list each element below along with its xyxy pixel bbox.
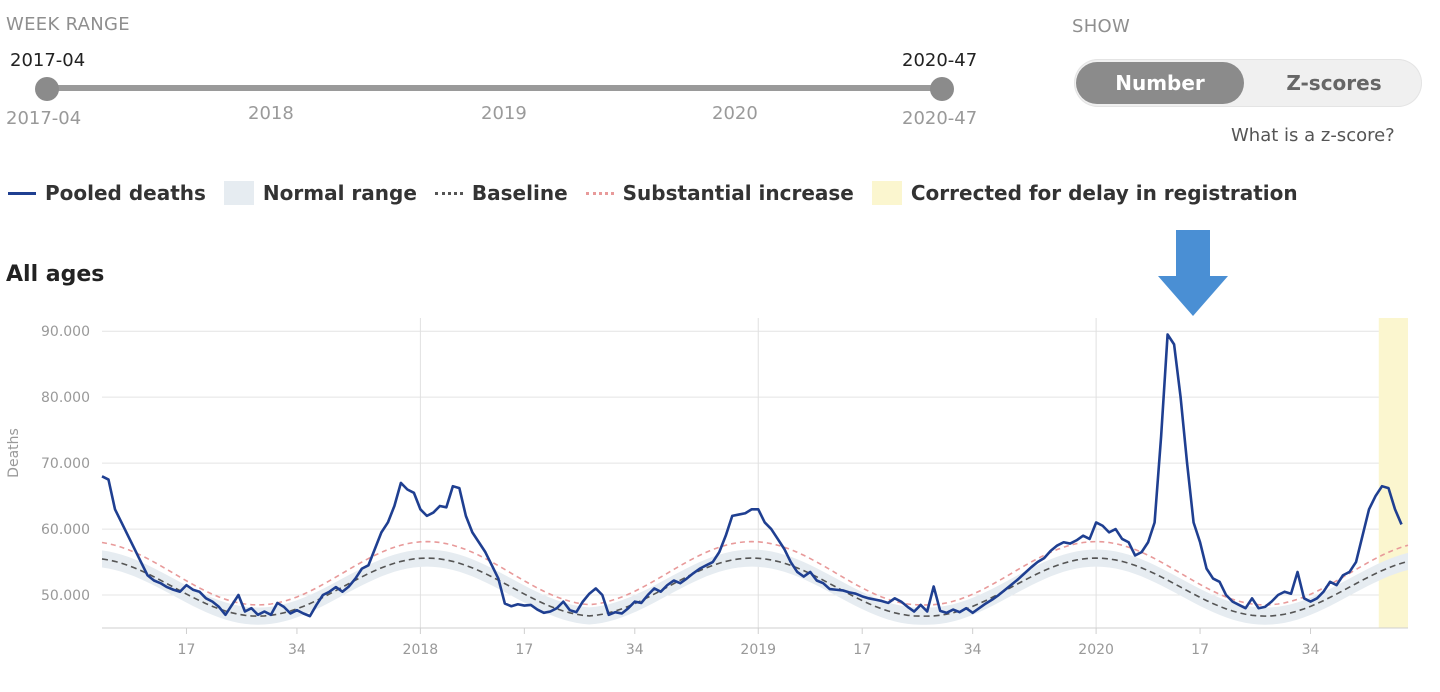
- x-tick-label: 34: [626, 642, 644, 658]
- show-toggle: Number Z-scores: [1074, 59, 1422, 107]
- down-arrow-icon: [1158, 230, 1228, 316]
- substantial-increase-line: [101, 540, 1409, 606]
- x-tick-label: 2019: [740, 642, 776, 658]
- legend-item-baseline[interactable]: Baseline: [434, 181, 568, 205]
- chart-axes: 50.000 60.000 70.000 80.000 90.000 17 34 2018 17…: [6, 324, 1408, 658]
- number-toggle-button[interactable]: Number: [1076, 62, 1244, 104]
- range-year-tick: 2020: [712, 103, 758, 124]
- legend-item-pooled-deaths[interactable]: Pooled deaths: [8, 181, 206, 205]
- week-range-track[interactable]: [44, 85, 944, 91]
- x-tick-label: 17: [178, 642, 196, 658]
- chart-lines: [101, 333, 1409, 618]
- legend-item-corrected-delay[interactable]: Corrected for delay in registration: [871, 181, 1298, 205]
- x-tick-label: 34: [964, 642, 982, 658]
- legend-label: Pooled deaths: [45, 181, 206, 205]
- deaths-chart: 50.000 60.000 70.000 80.000 90.000 17 34 2018 17…: [6, 318, 1409, 658]
- substantial-increase-swatch: [585, 191, 614, 195]
- x-tick-label: 17: [1191, 642, 1209, 658]
- legend-item-substantial-increase[interactable]: Substantial increase: [585, 181, 854, 205]
- y-axis-label: Deaths: [6, 428, 22, 478]
- range-year-tick: 2019: [481, 103, 527, 124]
- legend-label: Normal range: [262, 181, 417, 205]
- range-year-tick: 2018: [248, 103, 294, 124]
- x-tick-label: 17: [515, 642, 533, 658]
- range-end-handle[interactable]: [930, 77, 954, 101]
- range-max-label: 2020-47: [902, 108, 978, 129]
- chart-grid: [102, 318, 1408, 628]
- range-start-handle[interactable]: [35, 77, 59, 101]
- y-tick-label: 70.000: [41, 456, 90, 472]
- y-tick-label: 90.000: [41, 324, 90, 340]
- legend-item-normal-range[interactable]: Normal range: [223, 181, 417, 205]
- zscores-toggle-button[interactable]: Z-scores: [1286, 71, 1382, 95]
- x-tick-label: 2018: [403, 642, 439, 658]
- y-tick-label: 80.000: [41, 390, 90, 406]
- legend-label: Corrected for delay in registration: [910, 181, 1298, 205]
- chart-legend: Pooled deaths Normal range Baseline Subs…: [8, 178, 1316, 208]
- x-tick-label: 2020: [1078, 642, 1114, 658]
- legend-label: Baseline: [471, 181, 568, 205]
- zscore-help-link[interactable]: What is a z-score?: [1231, 125, 1395, 146]
- chart-bands: [102, 318, 1408, 628]
- corrected-delay-swatch: [871, 181, 902, 205]
- legend-label: Substantial increase: [622, 181, 854, 205]
- normal-range-band: [102, 549, 1408, 625]
- pooled-deaths-line: [101, 333, 1403, 618]
- x-tick-label: 34: [288, 642, 306, 658]
- y-tick-label: 60.000: [41, 522, 90, 538]
- range-min-label: 2017-04: [6, 108, 82, 129]
- y-tick-label: 50.000: [41, 588, 90, 604]
- corrected-delay-band: [1378, 318, 1408, 628]
- range-end-value: 2020-47: [902, 50, 978, 71]
- x-tick-label: 34: [1302, 642, 1320, 658]
- normal-range-swatch: [223, 181, 254, 205]
- x-tick-label: 17: [853, 642, 871, 658]
- panel-title: All ages: [6, 262, 105, 287]
- range-start-value: 2017-04: [10, 50, 86, 71]
- week-range-label: WEEK RANGE: [6, 14, 130, 35]
- pooled-deaths-swatch: [8, 191, 36, 195]
- baseline-swatch: [434, 191, 463, 195]
- show-label: SHOW: [1072, 16, 1131, 37]
